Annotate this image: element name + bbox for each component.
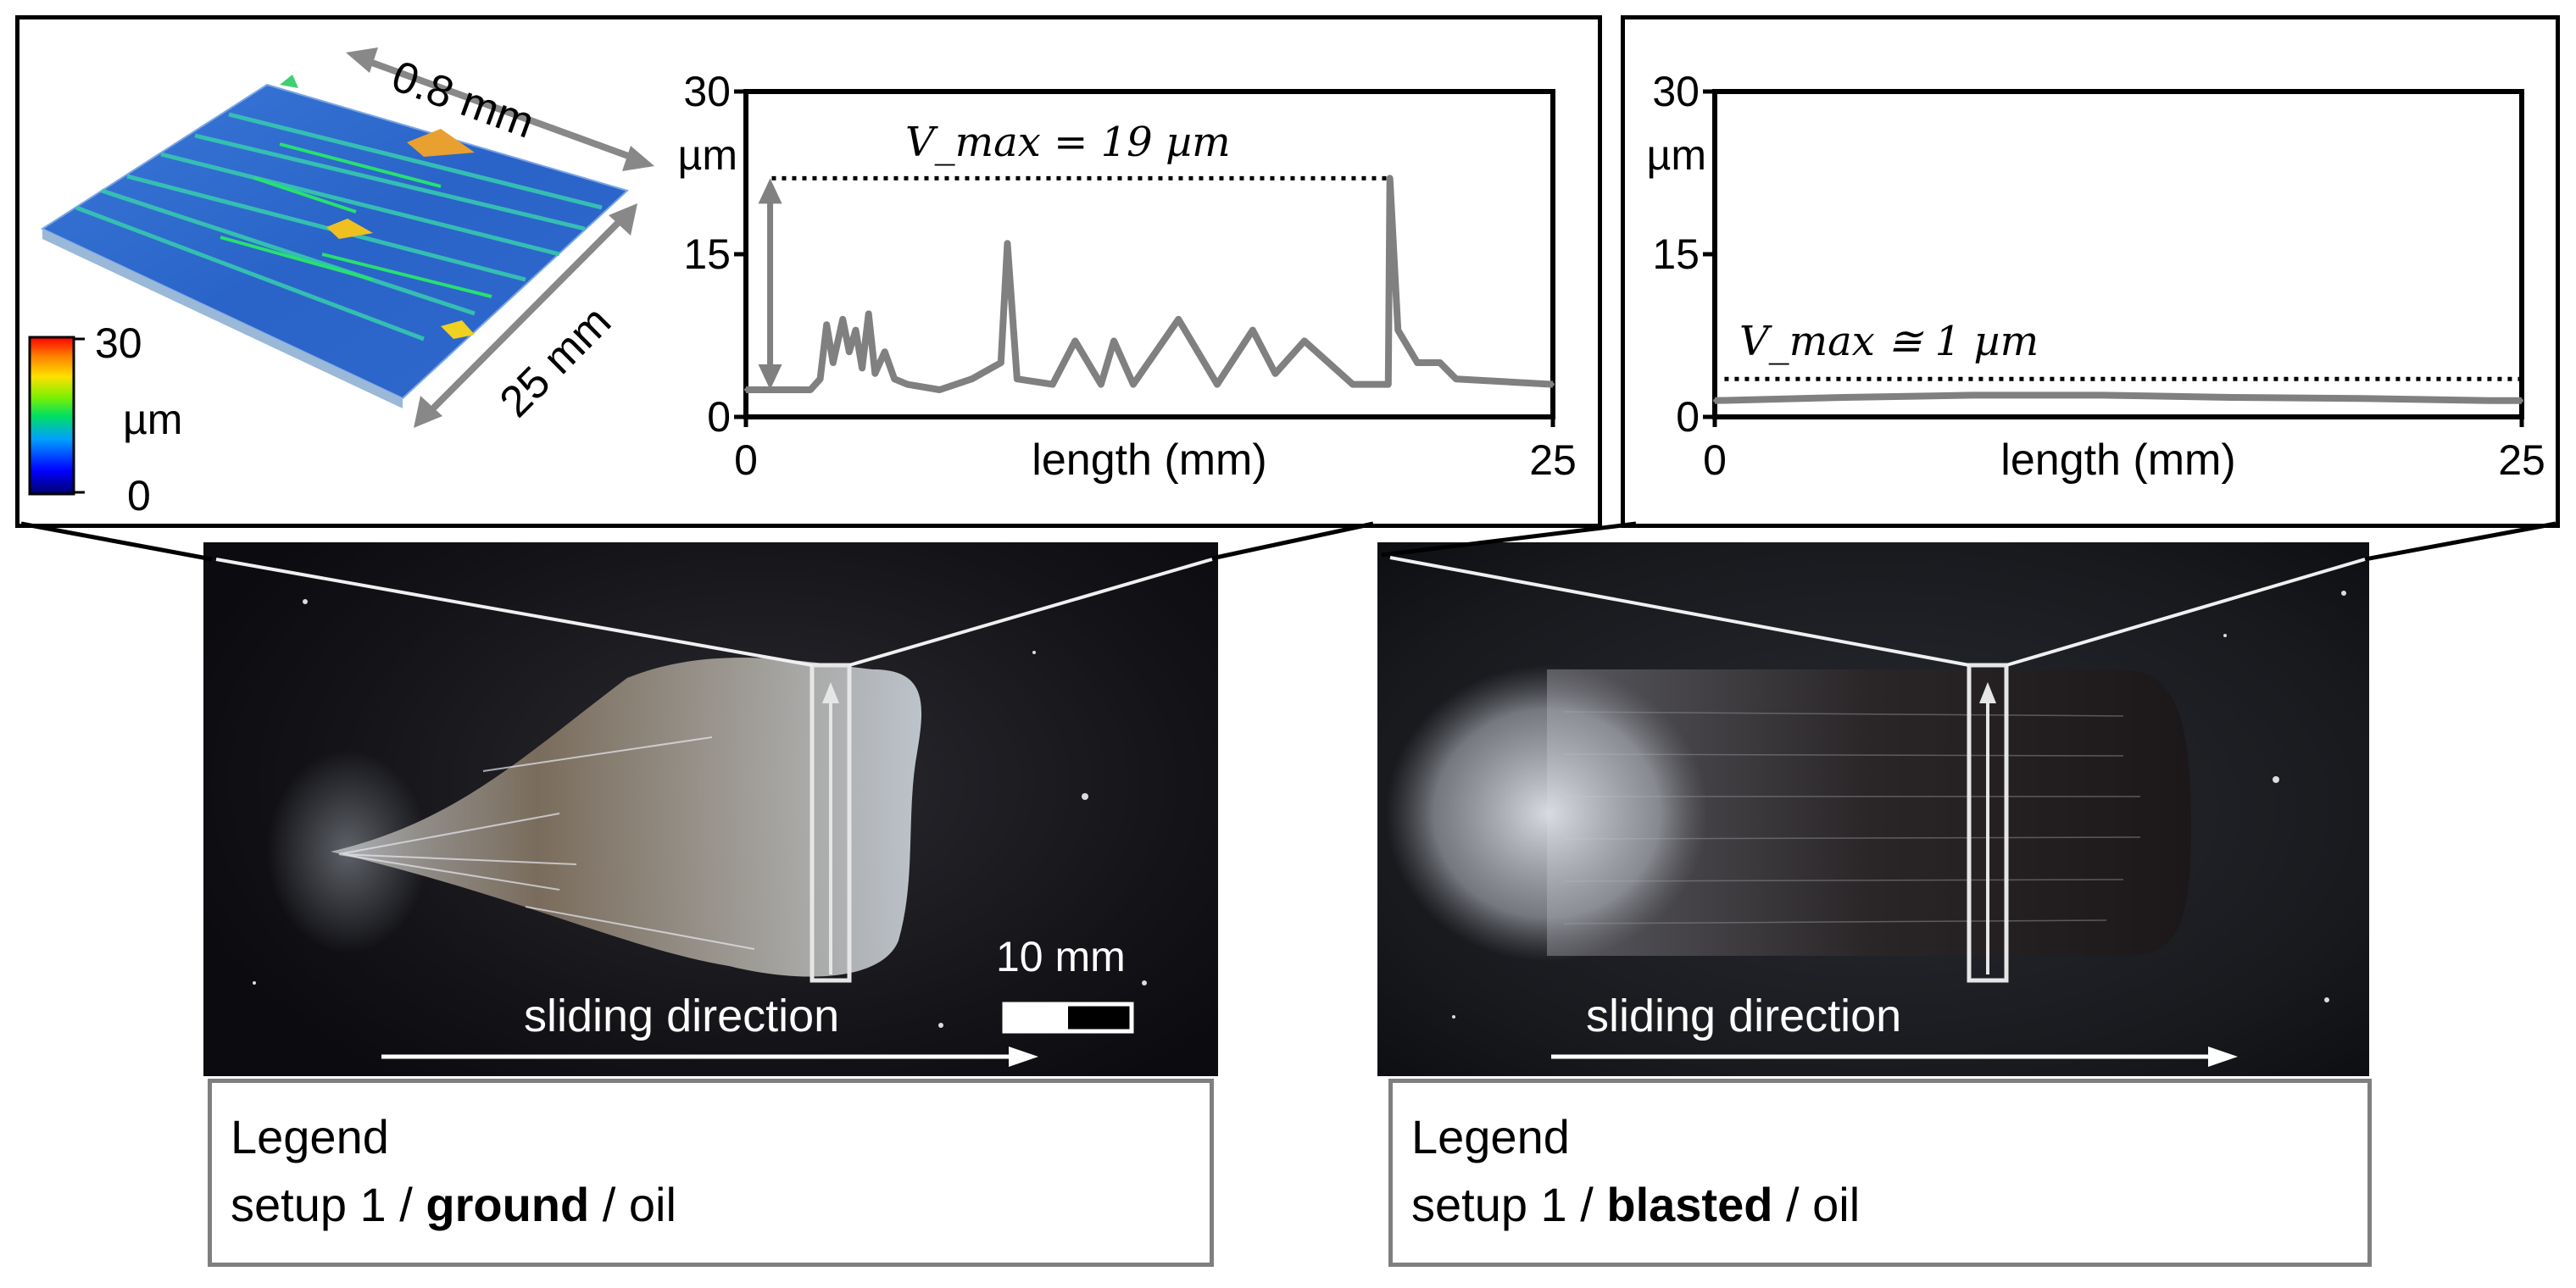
legend-text-left: setup 1 / ground / oil: [231, 1171, 1210, 1239]
legend-box-right: Legend setup 1 / blasted / oil: [1388, 1079, 2372, 1267]
legend-text-right: setup 1 / blasted / oil: [1411, 1171, 2367, 1239]
legend-lubricant-left: / oil: [589, 1178, 676, 1231]
legend-box-left: Legend setup 1 / ground / oil: [208, 1079, 1214, 1267]
specimen-photo-ground: sliding direction 10 mm: [203, 542, 1218, 1076]
legend-title-right: Legend: [1411, 1110, 1570, 1163]
right-top-panel: [1621, 15, 2560, 528]
sliding-direction-label-left: sliding direction: [524, 991, 840, 1041]
vmax-annotation-right: V_max ≅ 1 µm: [1739, 318, 2039, 365]
legend-surface-left: ground: [426, 1178, 590, 1231]
colorbar-unit-label: µm: [123, 396, 183, 443]
sliding-direction-label-right: sliding direction: [1586, 991, 1902, 1041]
legend-lubricant-right: / oil: [1772, 1178, 1861, 1231]
vmax-annotation-left: V_max = 19 µm: [905, 119, 1231, 166]
colorbar-max-label: 30: [95, 319, 142, 367]
legend-title-left: Legend: [231, 1110, 389, 1163]
legend-surface-right: blasted: [1606, 1178, 1773, 1231]
legend-setup-right: setup 1 /: [1411, 1178, 1607, 1231]
left-top-panel: [15, 15, 1602, 528]
specimen-photo-blasted: sliding direction: [1377, 542, 2369, 1076]
legend-setup-left: setup 1 /: [231, 1178, 426, 1231]
colorbar-min-label: 0: [127, 472, 151, 519]
scale-bar-label: 10 mm: [996, 933, 1126, 980]
